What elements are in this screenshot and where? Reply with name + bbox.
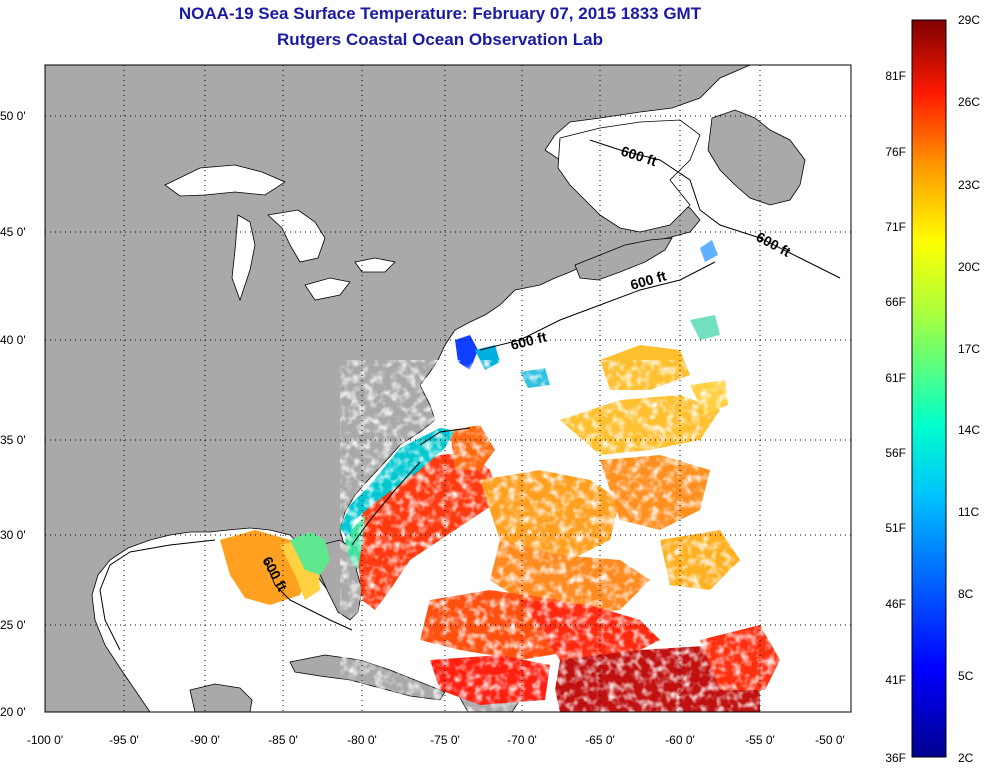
c-tick-label: 23C xyxy=(958,178,980,192)
f-tick-label: 61F xyxy=(885,371,906,385)
lat-tick-label: 50 0' xyxy=(0,109,26,123)
c-tick-label: 20C xyxy=(958,260,980,274)
lat-tick-label: 45 0' xyxy=(0,225,26,239)
f-tick-label: 81F xyxy=(885,69,906,83)
colorbar-gradient xyxy=(911,19,947,758)
lon-tick-label: -65 0' xyxy=(585,733,615,747)
c-tick-label: 29C xyxy=(958,13,980,27)
c-tick-label: 8C xyxy=(958,587,974,601)
c-tick-label: 17C xyxy=(958,342,980,356)
colorbar-fahrenheit-labels: 81F 76F 71F 66F 61F 56F 51F 46F 41F 36F xyxy=(885,69,906,765)
map-frame xyxy=(44,64,852,713)
lon-tick-label: -75 0' xyxy=(430,733,460,747)
lat-ticks: 50 0' 45 0' 40 0' 35 0' 30 0' 25 0' 20 0… xyxy=(0,109,26,719)
f-tick-label: 51F xyxy=(885,521,906,535)
lon-tick-label: -95 0' xyxy=(109,733,139,747)
lon-tick-label: -60 0' xyxy=(665,733,695,747)
f-tick-label: 56F xyxy=(885,446,906,460)
lat-tick-label: 35 0' xyxy=(0,433,26,447)
c-tick-label: 26C xyxy=(958,95,980,109)
lat-tick-label: 20 0' xyxy=(0,705,26,719)
f-tick-label: 76F xyxy=(885,145,906,159)
colorbar: 81F 76F 71F 66F 61F 56F 51F 46F 41F 36F … xyxy=(885,13,980,765)
lon-tick-label: -100 0' xyxy=(27,733,63,747)
map-title: NOAA-19 Sea Surface Temperature: Februar… xyxy=(178,4,702,23)
f-tick-label: 46F xyxy=(885,597,906,611)
land-nova-scotia xyxy=(574,237,673,281)
lon-tick-label: -50 0' xyxy=(815,733,845,747)
lat-tick-label: 30 0' xyxy=(0,528,26,542)
c-tick-label: 14C xyxy=(958,423,980,437)
colorbar-celsius-labels: 29C 26C 23C 20C 17C 14C 11C 8C 5C 2C xyxy=(958,13,980,765)
lon-tick-label: -70 0' xyxy=(507,733,537,747)
map-subtitle: Rutgers Coastal Ocean Observation Lab xyxy=(277,30,603,49)
c-tick-label: 5C xyxy=(958,669,974,683)
cloud-mask xyxy=(340,360,780,712)
great-lakes xyxy=(164,164,396,302)
land-newfoundland xyxy=(707,109,806,206)
f-tick-label: 66F xyxy=(885,295,906,309)
lat-tick-label: 25 0' xyxy=(0,618,26,632)
lat-tick-label: 40 0' xyxy=(0,333,26,347)
lon-tick-label: -90 0' xyxy=(190,733,220,747)
c-tick-label: 11C xyxy=(958,505,979,519)
lon-tick-label: -80 0' xyxy=(347,733,377,747)
lon-tick-label: -55 0' xyxy=(745,733,775,747)
f-tick-label: 71F xyxy=(885,220,906,234)
lon-ticks: -100 0' -95 0' -90 0' -85 0' -80 0' -75 … xyxy=(27,733,845,747)
f-tick-label: 41F xyxy=(885,673,906,687)
lon-tick-label: -85 0' xyxy=(268,733,298,747)
c-tick-label: 2C xyxy=(958,751,974,765)
f-tick-label: 36F xyxy=(885,751,906,765)
